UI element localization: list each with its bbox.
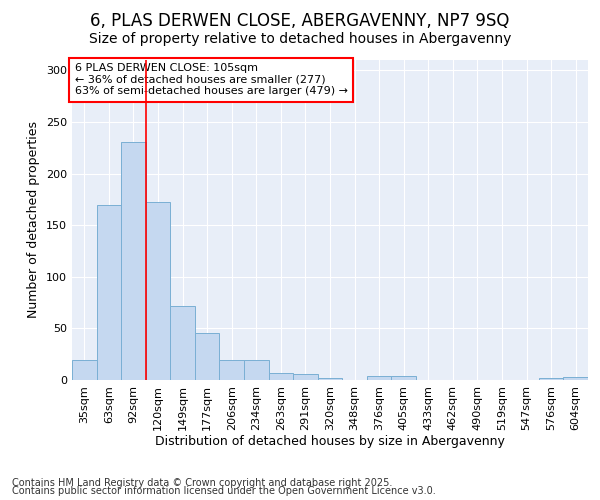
Bar xyxy=(391,376,416,380)
Bar xyxy=(72,360,97,380)
Text: Size of property relative to detached houses in Abergavenny: Size of property relative to detached ho… xyxy=(89,32,511,46)
Text: Contains HM Land Registry data © Crown copyright and database right 2025.: Contains HM Land Registry data © Crown c… xyxy=(12,478,392,488)
Bar xyxy=(97,204,121,380)
Bar xyxy=(539,378,563,380)
Text: Contains public sector information licensed under the Open Government Licence v3: Contains public sector information licen… xyxy=(12,486,436,496)
Bar xyxy=(220,360,244,380)
Text: 6, PLAS DERWEN CLOSE, ABERGAVENNY, NP7 9SQ: 6, PLAS DERWEN CLOSE, ABERGAVENNY, NP7 9… xyxy=(91,12,509,30)
Bar xyxy=(121,142,146,380)
Bar xyxy=(318,378,342,380)
X-axis label: Distribution of detached houses by size in Abergavenny: Distribution of detached houses by size … xyxy=(155,436,505,448)
Bar xyxy=(563,377,588,380)
Bar xyxy=(195,332,220,380)
Bar xyxy=(293,374,318,380)
Y-axis label: Number of detached properties: Number of detached properties xyxy=(28,122,40,318)
Bar xyxy=(146,202,170,380)
Text: 6 PLAS DERWEN CLOSE: 105sqm
← 36% of detached houses are smaller (277)
63% of se: 6 PLAS DERWEN CLOSE: 105sqm ← 36% of det… xyxy=(74,63,347,96)
Bar xyxy=(244,360,269,380)
Bar xyxy=(170,306,195,380)
Bar xyxy=(367,376,391,380)
Bar xyxy=(269,373,293,380)
